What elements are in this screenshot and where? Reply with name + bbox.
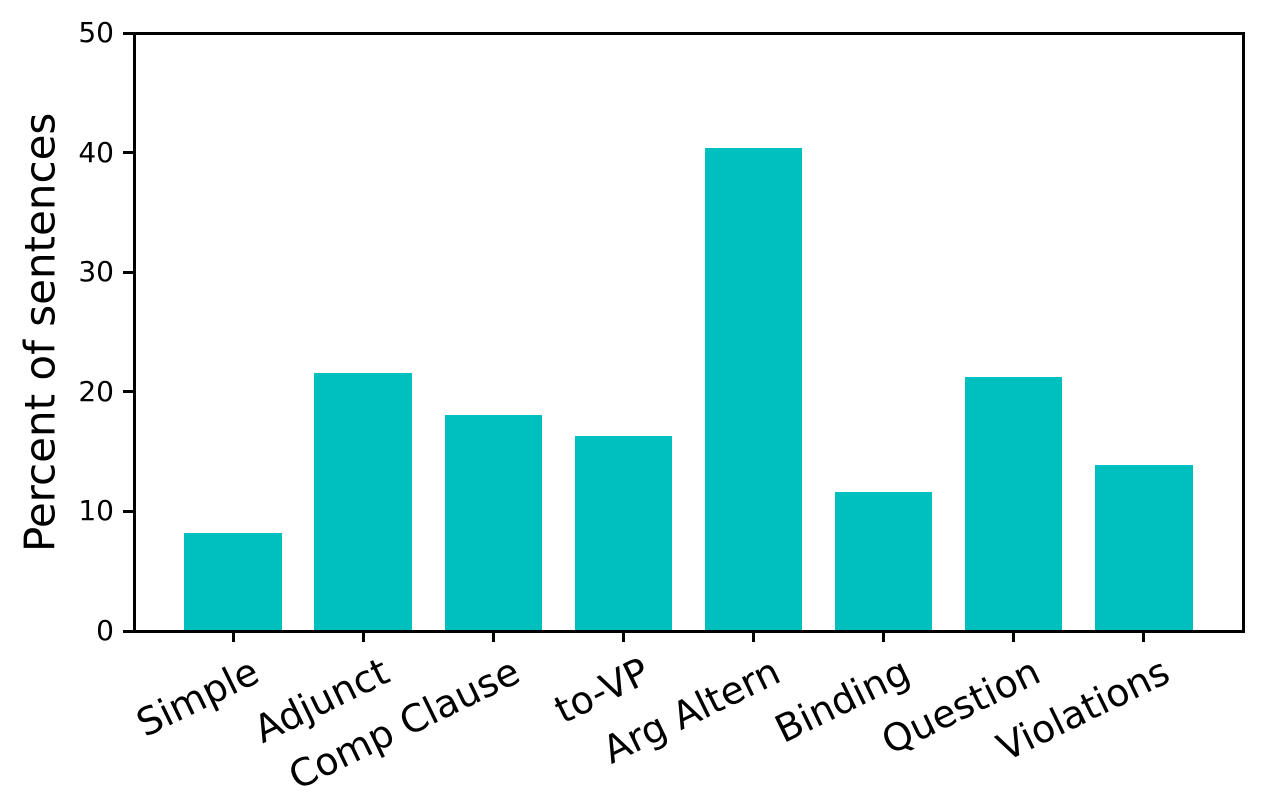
x-tick-mark (231, 632, 235, 642)
y-tick-mark (122, 509, 133, 513)
bar-arg-altern (704, 147, 803, 631)
y-tick-mark (122, 31, 133, 35)
y-tick-mark (122, 629, 133, 633)
x-tick-label-simple: Simple (130, 649, 267, 746)
x-tick-mark (621, 632, 625, 642)
y-tick-label-10: 10 (78, 494, 114, 528)
bar-to-vp (574, 436, 673, 631)
y-tick-mark (122, 390, 133, 394)
y-tick-label-0: 0 (96, 614, 114, 647)
y-tick-label-50: 50 (78, 16, 114, 49)
y-tick-label-40: 40 (78, 135, 114, 169)
x-tick-mark (1142, 632, 1146, 642)
x-tick-mark (882, 632, 886, 642)
x-tick-mark (752, 632, 756, 642)
y-tick-mark (122, 270, 133, 274)
bar-simple (184, 532, 282, 631)
bar-adjunct (314, 372, 413, 631)
y-tick-label-20: 20 (78, 374, 114, 408)
y-tick-label-30: 30 (78, 255, 114, 289)
bar-comp-clause (444, 414, 543, 631)
x-tick-mark (491, 632, 495, 642)
y-axis-label: Percent of sentences (15, 112, 65, 552)
plot-area-border (132, 31, 1245, 633)
x-tick-mark (1012, 632, 1016, 642)
bar-question (964, 377, 1063, 631)
bar-violations (1095, 464, 1193, 631)
bar-binding (834, 492, 933, 631)
y-tick-mark (122, 151, 133, 155)
x-tick-mark (361, 632, 365, 642)
